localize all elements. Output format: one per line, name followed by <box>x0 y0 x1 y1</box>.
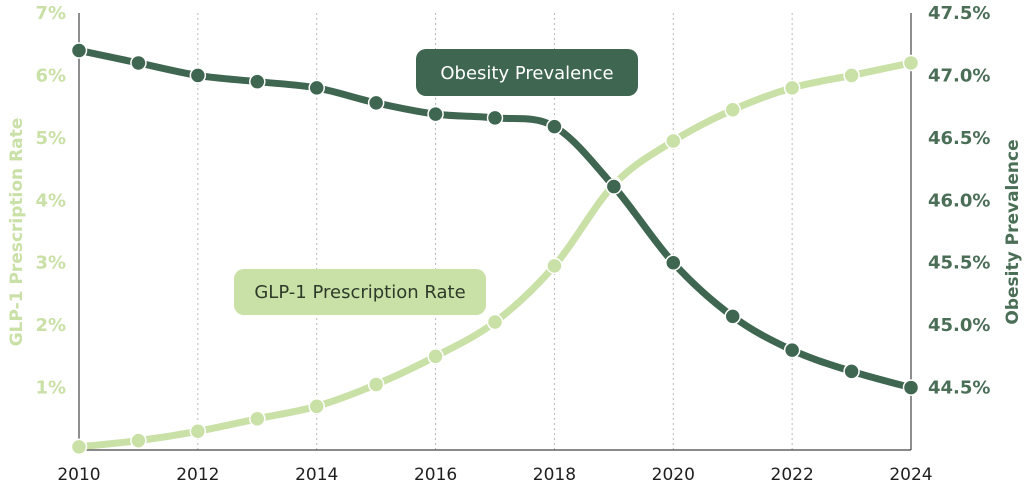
data-point <box>189 67 207 84</box>
x-tick-label: 2014 <box>295 465 338 485</box>
right-tick-label: 46.5% <box>928 128 990 149</box>
series-line <box>75 46 915 392</box>
data-point <box>130 54 147 72</box>
data-point <box>367 94 385 112</box>
left-tick-label: 7% <box>35 3 66 24</box>
data-point <box>249 410 266 428</box>
right-tick-label: 46.0% <box>928 190 990 211</box>
data-point <box>308 79 325 97</box>
left-tick-label: 2% <box>35 315 66 336</box>
x-tick-label: 2020 <box>652 465 695 485</box>
data-point <box>902 54 920 72</box>
data-point <box>724 308 741 325</box>
data-point <box>189 423 207 440</box>
obesity-label-text: Obesity Prevalence <box>440 63 613 84</box>
data-point <box>427 105 444 123</box>
data-point <box>70 438 88 456</box>
right-tick-label: 45.0% <box>928 315 990 336</box>
left-tick-label: 4% <box>35 190 66 211</box>
series-line <box>75 59 915 451</box>
data-point <box>427 348 444 365</box>
x-tick-label: 2024 <box>889 465 932 485</box>
right-axis-ticks: 44.5% 45.0% 45.5% 46.0% 46.5% 47.0% 47.5% <box>928 3 990 399</box>
x-tick-label: 2018 <box>533 465 576 485</box>
series-obesity-prevalence <box>70 42 920 396</box>
x-tick-label: 2016 <box>414 465 457 485</box>
obesity-series-label: Obesity Prevalence <box>416 49 638 96</box>
data-point <box>308 398 325 415</box>
axes <box>78 13 912 451</box>
right-tick-label: 47.5% <box>928 3 990 24</box>
data-point <box>70 42 88 59</box>
left-tick-label: 3% <box>35 253 66 274</box>
data-point <box>367 376 385 393</box>
data-point <box>546 257 563 275</box>
left-axis-ticks: 1% 2% 3% 4% 5% 6% 7% <box>35 3 66 399</box>
data-point <box>843 67 860 84</box>
data-point <box>605 178 623 195</box>
data-point <box>902 379 920 396</box>
left-tick-label: 5% <box>35 128 66 149</box>
series-glp1-prescription-rate <box>70 54 920 456</box>
data-point <box>665 254 682 271</box>
data-point <box>486 109 504 127</box>
left-tick-label: 6% <box>35 65 66 86</box>
x-axis-ticks: 2010 2012 2014 2016 2018 2020 2022 2024 <box>57 465 932 485</box>
obesity-label-box <box>416 49 638 96</box>
data-point <box>249 73 266 90</box>
glp1-label-text: GLP-1 Prescription Rate <box>254 282 465 303</box>
data-point <box>130 432 147 449</box>
data-point <box>783 341 801 359</box>
data-point <box>486 313 504 331</box>
glp1-label-box <box>234 269 486 315</box>
data-point <box>724 101 741 119</box>
x-tick-label: 2010 <box>57 465 100 485</box>
data-point <box>546 118 563 135</box>
left-tick-label: 1% <box>35 378 66 399</box>
x-tick-label: 2022 <box>771 465 814 485</box>
right-tick-label: 44.5% <box>928 378 990 399</box>
left-axis-title: GLP-1 Prescription Rate <box>7 118 27 347</box>
x-tick-label: 2012 <box>176 465 219 485</box>
right-axis-title: Obesity Prevalence <box>1003 139 1023 324</box>
data-point <box>843 363 860 380</box>
right-tick-label: 45.5% <box>928 253 990 274</box>
glp1-series-label: GLP-1 Prescription Rate <box>234 269 486 315</box>
data-point <box>783 79 801 97</box>
data-point <box>665 132 682 150</box>
right-tick-label: 47.0% <box>928 65 990 86</box>
